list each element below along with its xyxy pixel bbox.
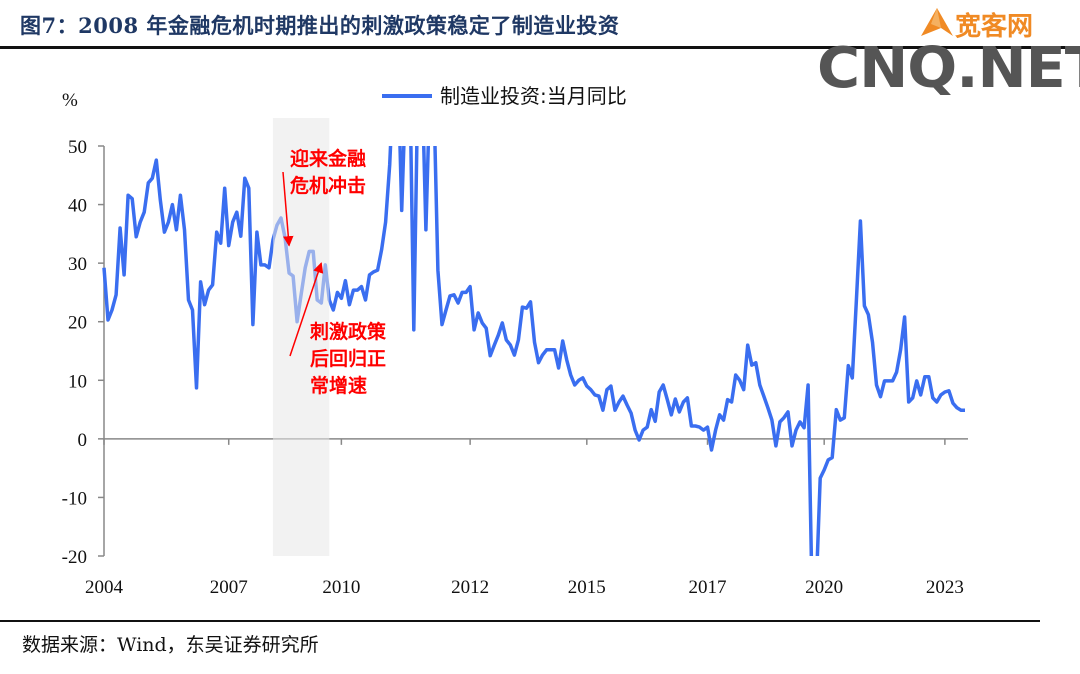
source-note: 数据来源：Wind，东吴证券研究所 — [22, 634, 319, 656]
y-tick-label: 20 — [68, 313, 87, 334]
y-tick-label: 40 — [68, 196, 87, 217]
logo-mark-icon — [921, 8, 953, 36]
annotation-arrow-crisis — [282, 171, 294, 247]
x-axis: 2004 2007 2010 2012 2015 2017 2020 2023 — [85, 438, 968, 598]
crisis-shaded-region — [272, 118, 330, 556]
annotations: 迎来金融 危机冲击 刺激政策 后回归正 常增速 — [282, 147, 393, 397]
y-axis: -20 -10 0 10 20 30 40 50 — [62, 137, 105, 568]
y-tick-label: 30 — [68, 254, 87, 275]
title-divider — [0, 46, 1080, 49]
y-tick-label: 0 — [78, 430, 88, 451]
y-tick-label: -10 — [62, 488, 87, 509]
y-tick-label: 10 — [68, 371, 87, 392]
x-tick-label: 2004 — [85, 577, 124, 598]
x-tick-label: 2012 — [451, 577, 489, 598]
y-tick-label: -20 — [62, 547, 87, 568]
x-tick-label: 2017 — [689, 577, 727, 598]
logo-text-en: CNQ.NET — [817, 36, 1080, 101]
x-tick-label: 2020 — [805, 577, 843, 598]
y-tick-label: 50 — [68, 137, 87, 158]
annotation-crisis: 迎来金融 危机冲击 — [290, 147, 373, 197]
annotation-stimulus: 刺激政策 后回归正 常增速 — [310, 320, 393, 397]
series-line-manufacturing-investment — [102, 146, 965, 556]
figure-title: 图7：2008 年金融危机时期推出的刺激政策稳定了制造业投资 — [20, 13, 620, 38]
y-axis-unit: % — [62, 90, 78, 111]
logo-text-cn: 宽客网 — [955, 12, 1034, 42]
annotation-arrow-stimulus — [289, 262, 324, 357]
watermark-logo: 宽客网 CNQ.NET — [805, 2, 1080, 102]
x-tick-label: 2010 — [322, 577, 360, 598]
x-tick-label: 2023 — [926, 577, 964, 598]
legend: 制造业投资:当月同比 — [382, 84, 627, 108]
source-divider — [0, 620, 1040, 622]
x-tick-label: 2015 — [568, 577, 606, 598]
x-tick-label: 2007 — [210, 577, 248, 598]
legend-label: 制造业投资:当月同比 — [440, 84, 627, 108]
